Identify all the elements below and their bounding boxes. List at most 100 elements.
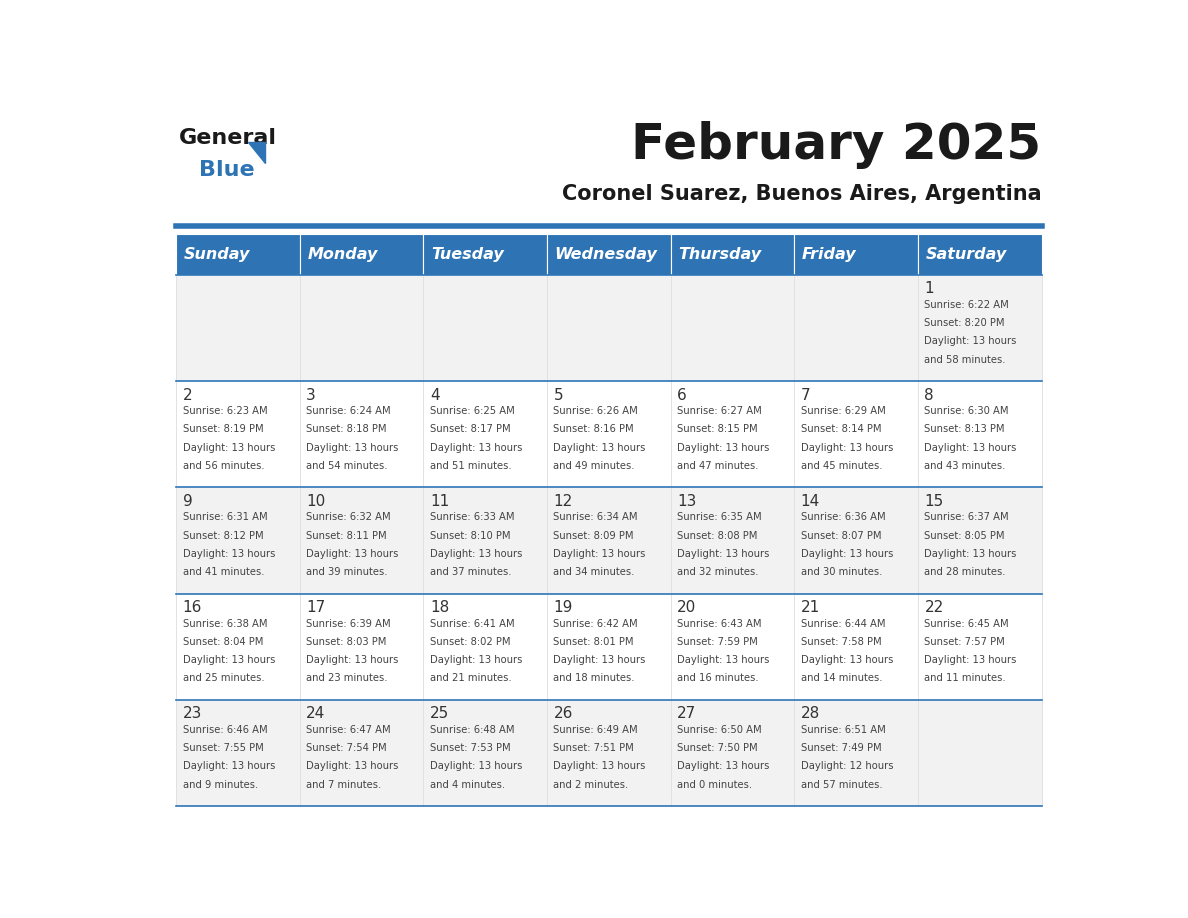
FancyBboxPatch shape <box>176 234 299 274</box>
Text: and 39 minutes.: and 39 minutes. <box>307 567 387 577</box>
Text: Daylight: 13 hours: Daylight: 13 hours <box>183 442 274 453</box>
Text: 7: 7 <box>801 387 810 403</box>
Text: 5: 5 <box>554 387 563 403</box>
FancyBboxPatch shape <box>918 381 1042 487</box>
Text: Sunrise: 6:49 AM: Sunrise: 6:49 AM <box>554 725 638 734</box>
Text: 21: 21 <box>801 600 820 615</box>
FancyBboxPatch shape <box>423 274 546 381</box>
Text: 19: 19 <box>554 600 573 615</box>
Text: Sunrise: 6:23 AM: Sunrise: 6:23 AM <box>183 406 267 416</box>
FancyBboxPatch shape <box>546 487 671 594</box>
Text: 10: 10 <box>307 494 326 509</box>
Text: Daylight: 13 hours: Daylight: 13 hours <box>677 549 770 559</box>
FancyBboxPatch shape <box>176 594 299 700</box>
Text: Sunset: 7:58 PM: Sunset: 7:58 PM <box>801 637 881 647</box>
Text: Sunset: 8:14 PM: Sunset: 8:14 PM <box>801 424 881 434</box>
Text: Sunrise: 6:32 AM: Sunrise: 6:32 AM <box>307 512 391 522</box>
FancyBboxPatch shape <box>299 381 423 487</box>
Text: Sunset: 8:02 PM: Sunset: 8:02 PM <box>430 637 511 647</box>
Text: Sunset: 7:55 PM: Sunset: 7:55 PM <box>183 744 264 753</box>
Text: Daylight: 13 hours: Daylight: 13 hours <box>554 442 646 453</box>
Text: Sunset: 8:08 PM: Sunset: 8:08 PM <box>677 531 758 541</box>
FancyBboxPatch shape <box>918 234 1042 274</box>
Text: and 0 minutes.: and 0 minutes. <box>677 779 752 789</box>
FancyBboxPatch shape <box>423 700 546 806</box>
Text: Sunset: 8:07 PM: Sunset: 8:07 PM <box>801 531 881 541</box>
FancyBboxPatch shape <box>795 700 918 806</box>
Text: Friday: Friday <box>802 247 857 262</box>
Text: Daylight: 13 hours: Daylight: 13 hours <box>183 761 274 771</box>
Text: 8: 8 <box>924 387 934 403</box>
Text: Daylight: 13 hours: Daylight: 13 hours <box>554 549 646 559</box>
Text: Sunrise: 6:26 AM: Sunrise: 6:26 AM <box>554 406 638 416</box>
Text: Sunrise: 6:33 AM: Sunrise: 6:33 AM <box>430 512 514 522</box>
Text: Sunset: 8:09 PM: Sunset: 8:09 PM <box>554 531 634 541</box>
FancyBboxPatch shape <box>299 234 423 274</box>
FancyBboxPatch shape <box>795 274 918 381</box>
Text: Coronel Suarez, Buenos Aires, Argentina: Coronel Suarez, Buenos Aires, Argentina <box>562 185 1042 205</box>
Text: Daylight: 13 hours: Daylight: 13 hours <box>554 655 646 666</box>
Text: Sunset: 8:04 PM: Sunset: 8:04 PM <box>183 637 263 647</box>
Text: Daylight: 13 hours: Daylight: 13 hours <box>307 761 399 771</box>
FancyBboxPatch shape <box>795 234 918 274</box>
Text: Sunset: 8:10 PM: Sunset: 8:10 PM <box>430 531 511 541</box>
Text: Tuesday: Tuesday <box>431 247 504 262</box>
Text: Sunset: 7:59 PM: Sunset: 7:59 PM <box>677 637 758 647</box>
FancyBboxPatch shape <box>423 594 546 700</box>
Text: Sunrise: 6:43 AM: Sunrise: 6:43 AM <box>677 619 762 629</box>
Text: Sunset: 7:50 PM: Sunset: 7:50 PM <box>677 744 758 753</box>
Text: and 57 minutes.: and 57 minutes. <box>801 779 883 789</box>
Text: Daylight: 12 hours: Daylight: 12 hours <box>801 761 893 771</box>
Text: Sunrise: 6:47 AM: Sunrise: 6:47 AM <box>307 725 391 734</box>
Text: 28: 28 <box>801 707 820 722</box>
Text: and 16 minutes.: and 16 minutes. <box>677 674 759 684</box>
Text: Sunset: 8:17 PM: Sunset: 8:17 PM <box>430 424 511 434</box>
FancyBboxPatch shape <box>176 487 299 594</box>
FancyBboxPatch shape <box>299 487 423 594</box>
FancyBboxPatch shape <box>918 487 1042 594</box>
Text: 17: 17 <box>307 600 326 615</box>
Text: Daylight: 13 hours: Daylight: 13 hours <box>430 442 523 453</box>
FancyBboxPatch shape <box>671 487 795 594</box>
Text: and 41 minutes.: and 41 minutes. <box>183 567 264 577</box>
Text: Daylight: 13 hours: Daylight: 13 hours <box>183 549 274 559</box>
FancyBboxPatch shape <box>299 274 423 381</box>
Text: and 43 minutes.: and 43 minutes. <box>924 461 1006 471</box>
Text: February 2025: February 2025 <box>632 121 1042 169</box>
FancyBboxPatch shape <box>795 381 918 487</box>
Text: Sunset: 8:15 PM: Sunset: 8:15 PM <box>677 424 758 434</box>
Text: Sunrise: 6:37 AM: Sunrise: 6:37 AM <box>924 512 1009 522</box>
Text: and 4 minutes.: and 4 minutes. <box>430 779 505 789</box>
Text: and 56 minutes.: and 56 minutes. <box>183 461 264 471</box>
Text: 20: 20 <box>677 600 696 615</box>
Text: Wednesday: Wednesday <box>555 247 657 262</box>
Text: Thursday: Thursday <box>678 247 762 262</box>
Text: Daylight: 13 hours: Daylight: 13 hours <box>307 442 399 453</box>
Text: and 25 minutes.: and 25 minutes. <box>183 674 264 684</box>
Text: Sunrise: 6:39 AM: Sunrise: 6:39 AM <box>307 619 391 629</box>
Text: Sunset: 8:19 PM: Sunset: 8:19 PM <box>183 424 264 434</box>
Text: 11: 11 <box>430 494 449 509</box>
Text: Sunrise: 6:51 AM: Sunrise: 6:51 AM <box>801 725 885 734</box>
Text: and 21 minutes.: and 21 minutes. <box>430 674 512 684</box>
Text: and 37 minutes.: and 37 minutes. <box>430 567 511 577</box>
Text: 9: 9 <box>183 494 192 509</box>
Text: Daylight: 13 hours: Daylight: 13 hours <box>801 442 893 453</box>
FancyBboxPatch shape <box>671 381 795 487</box>
Text: Sunset: 8:16 PM: Sunset: 8:16 PM <box>554 424 634 434</box>
FancyBboxPatch shape <box>176 700 299 806</box>
Text: and 11 minutes.: and 11 minutes. <box>924 674 1006 684</box>
Text: General: General <box>179 128 277 148</box>
Text: Daylight: 13 hours: Daylight: 13 hours <box>430 655 523 666</box>
Text: Sunset: 8:18 PM: Sunset: 8:18 PM <box>307 424 387 434</box>
Text: 12: 12 <box>554 494 573 509</box>
Text: and 14 minutes.: and 14 minutes. <box>801 674 883 684</box>
FancyBboxPatch shape <box>299 594 423 700</box>
Text: Sunset: 8:03 PM: Sunset: 8:03 PM <box>307 637 386 647</box>
FancyBboxPatch shape <box>918 594 1042 700</box>
Text: 26: 26 <box>554 707 573 722</box>
FancyBboxPatch shape <box>423 234 546 274</box>
Text: and 47 minutes.: and 47 minutes. <box>677 461 759 471</box>
Text: and 58 minutes.: and 58 minutes. <box>924 354 1006 364</box>
Text: Sunset: 7:53 PM: Sunset: 7:53 PM <box>430 744 511 753</box>
